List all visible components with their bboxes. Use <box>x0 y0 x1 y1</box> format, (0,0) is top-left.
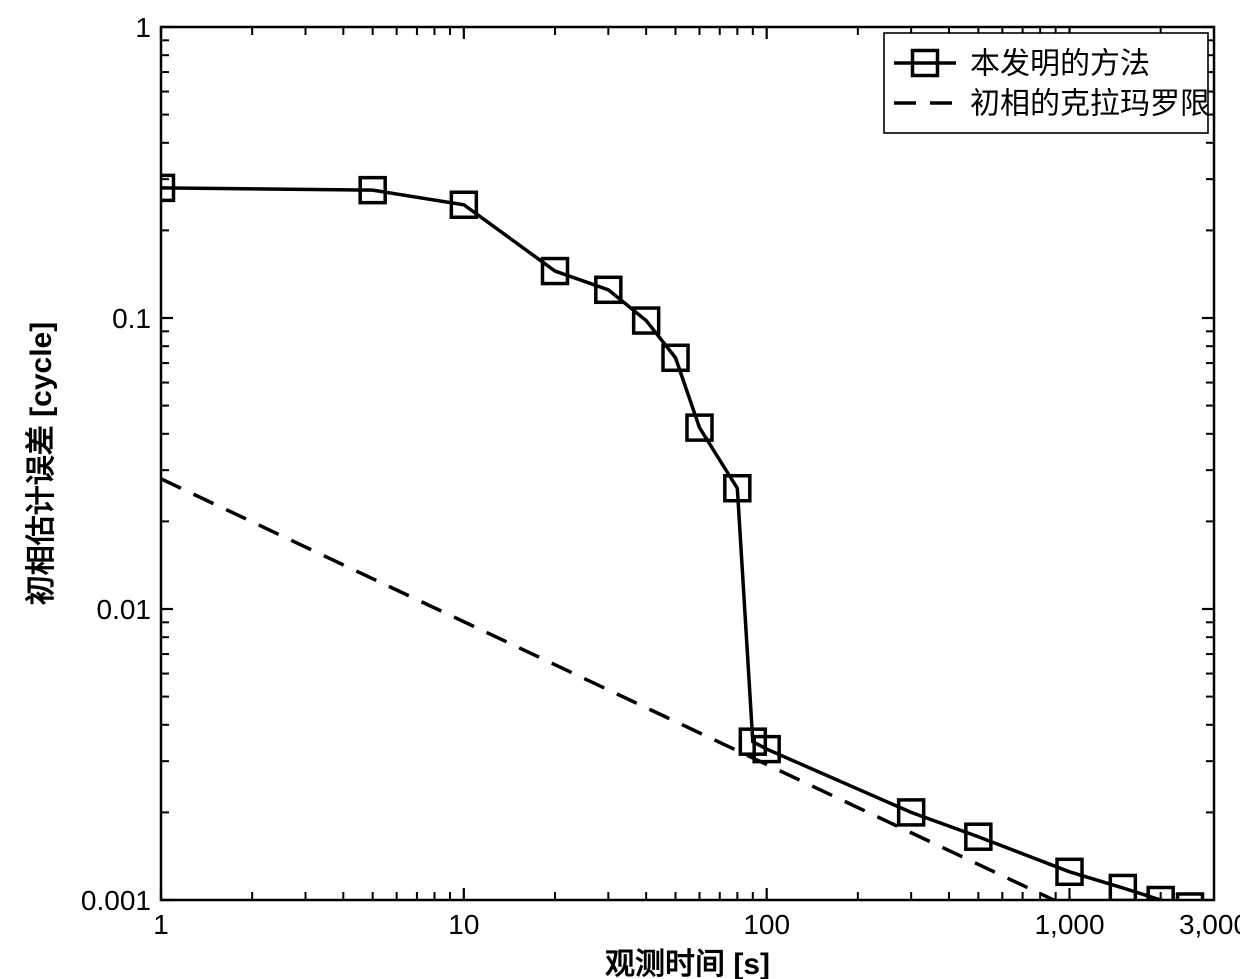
series-marker-method <box>451 192 476 217</box>
series-marker-method <box>687 415 712 440</box>
y-axis-label: 初相估计误差 [cycle] <box>25 322 58 605</box>
chart-svg: 1 10 100 1,000 3,000 0.001 0.01 0.1 1 观测时间 [s] 初相估… <box>0 0 1240 979</box>
x-tick-label: 10 <box>448 909 479 940</box>
series-marker-method <box>754 737 779 762</box>
x-tick-label-extra: 3,000 <box>1179 909 1240 940</box>
series-marker-method <box>966 824 991 849</box>
x-tick-label: 100 <box>743 909 790 940</box>
series-marker-method <box>899 800 924 825</box>
x-tick-label: 1,000 <box>1034 909 1104 940</box>
series-marker-method <box>1110 875 1135 900</box>
y-tick-label: 1 <box>135 12 151 43</box>
legend-label-crlb: 初相的克拉玛罗限 <box>970 88 1210 121</box>
y-tick-label: 0.01 <box>97 594 152 625</box>
legend: 本发明的方法初相的克拉玛罗限 <box>884 33 1210 133</box>
series-marker-method <box>542 259 567 284</box>
y-tick-label: 0.001 <box>81 885 151 916</box>
series-marker-method <box>1057 859 1082 884</box>
series-marker-method <box>663 345 688 370</box>
series-marker-method <box>596 277 621 302</box>
series-marker-method <box>360 178 385 203</box>
legend-label-method: 本发明的方法 <box>970 48 1150 81</box>
x-axis-label: 观测时间 [s] <box>605 948 770 979</box>
series-marker-method <box>725 476 750 501</box>
y-tick-label: 0.1 <box>112 303 151 334</box>
x-tick-label: 1 <box>153 909 169 940</box>
series-marker-method <box>634 308 659 333</box>
chart-background <box>0 0 1240 979</box>
chart-container: 1 10 100 1,000 3,000 0.001 0.01 0.1 1 观测时间 [s] 初相估… <box>0 0 1240 979</box>
